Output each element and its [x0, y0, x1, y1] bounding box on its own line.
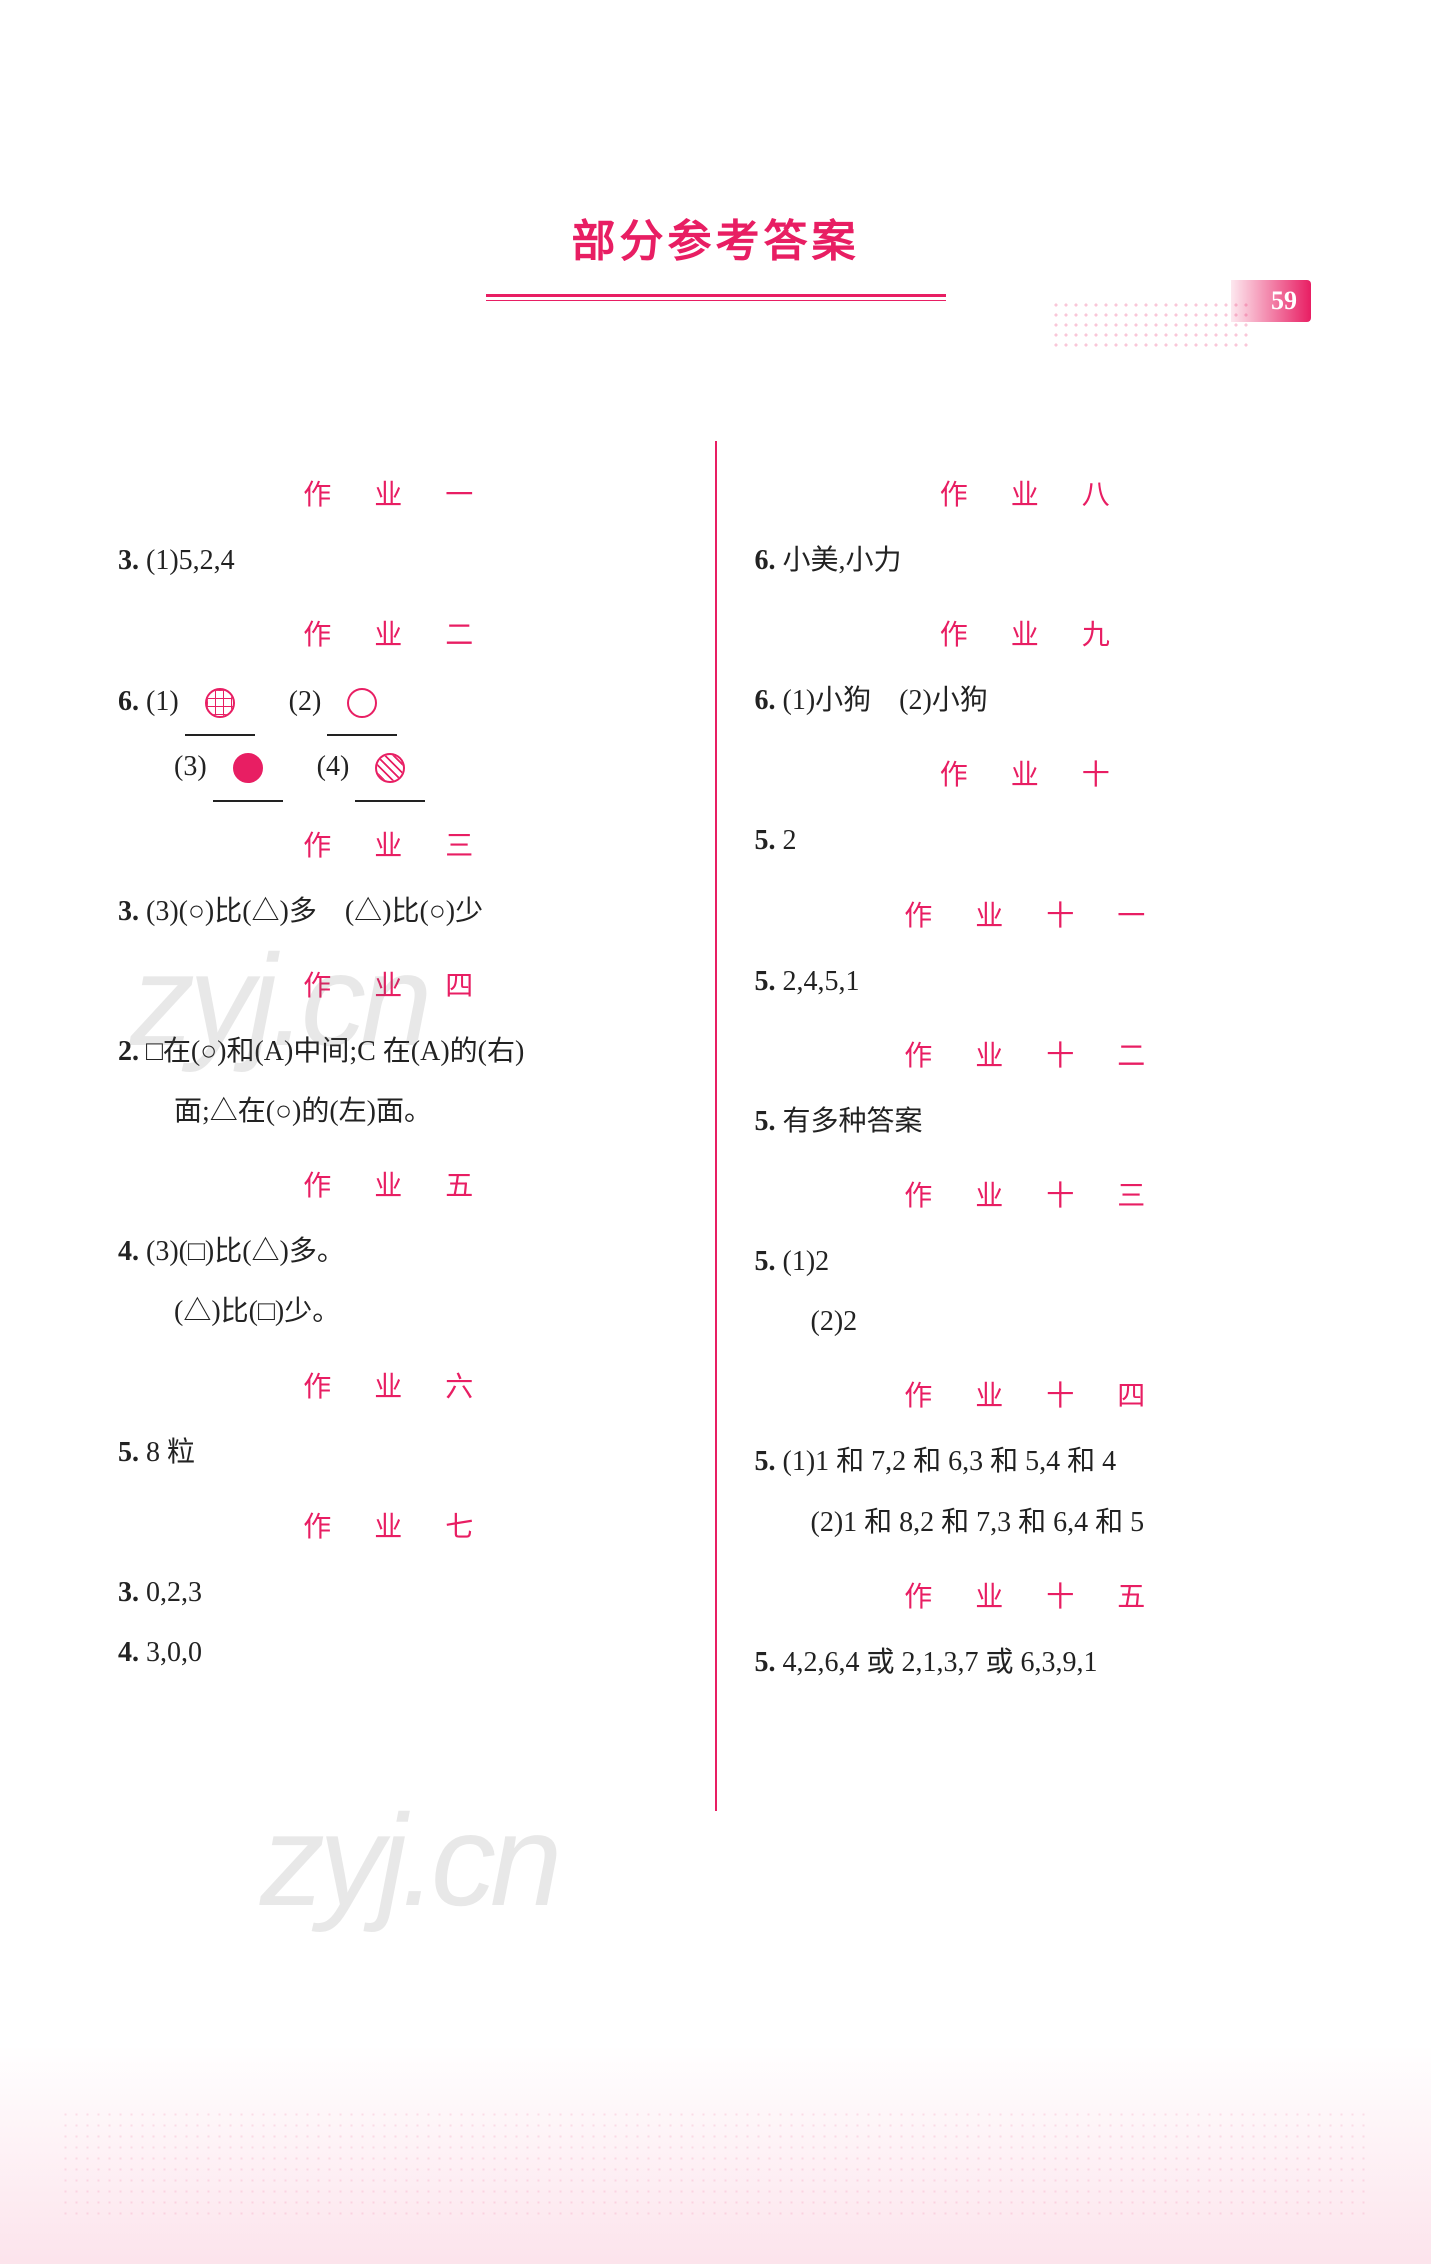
answer-line: (2)1 和 8,2 和 7,3 和 6,4 和 5	[811, 1493, 1322, 1553]
section-heading: 作 业 五	[110, 1164, 685, 1204]
answer-number: 5.	[118, 1437, 146, 1468]
answer-blank	[213, 736, 283, 801]
page-number: 59	[1231, 280, 1311, 322]
header-dot-pattern	[1051, 300, 1251, 350]
right-column: 作 业 八 6. 小美,小力作 业 九 6. (1)小狗 (2)小狗作 业 十 5. …	[717, 451, 1352, 1811]
answer-line: (△)比(□)少。	[174, 1282, 685, 1342]
answer-line: 5. 8 粒	[118, 1423, 685, 1483]
answer-number: 6.	[118, 686, 146, 717]
answer-line: 6. (1) (2)	[118, 671, 685, 736]
empty-circle-icon	[347, 688, 377, 718]
answer-number: 5.	[755, 825, 783, 856]
answer-number: 3.	[118, 545, 146, 576]
answer-number: 5.	[755, 1246, 783, 1277]
answer-line: (2)2	[811, 1292, 1322, 1352]
answer-number: 5.	[755, 1446, 783, 1477]
section-heading: 作 业 四	[110, 964, 685, 1004]
answer-line: 6. (1)小狗 (2)小狗	[755, 671, 1322, 731]
answer-line: 面;△在(○)的(左)面。	[174, 1082, 685, 1142]
title-underline	[486, 294, 946, 301]
answer-line: 5. 2,4,5,1	[755, 952, 1322, 1012]
answer-number: 3.	[118, 1577, 146, 1608]
left-column: 作 业 一 3. (1)5,2,4 作 业 二 6. (1) (2)(3) (4) 作 …	[80, 451, 715, 1811]
answer-blank	[185, 671, 255, 736]
answer-blank	[327, 671, 397, 736]
answer-number: 5.	[755, 1106, 783, 1137]
section-heading: 作 业 三	[110, 824, 685, 864]
answer-number: 5.	[755, 966, 783, 997]
answer-number: 5.	[755, 1647, 783, 1678]
solid-circle-icon	[233, 753, 263, 783]
section-heading: 作 业 十 四	[747, 1374, 1322, 1414]
section-heading: 作 业 十	[747, 753, 1322, 793]
section-heading: 作 业 九	[747, 613, 1322, 653]
answer-number: 3.	[118, 896, 146, 927]
content-columns: 作 业 一 3. (1)5,2,4 作 业 二 6. (1) (2)(3) (4) 作 …	[0, 451, 1431, 1811]
answer-line: 6. 小美,小力	[755, 531, 1322, 591]
answer-line: 4. 3,0,0	[118, 1623, 685, 1683]
answer-blank	[355, 736, 425, 801]
footer-dot-pattern	[60, 2109, 1371, 2219]
answer-line: 5. 2	[755, 811, 1322, 871]
page-title: 部分参考答案	[0, 205, 1431, 269]
answer-number: 6.	[755, 545, 783, 576]
section-heading: 作 业 十 五	[747, 1575, 1322, 1615]
answer-line: (3) (4)	[174, 736, 685, 801]
answer-line: 5. (1)2	[755, 1232, 1322, 1292]
answer-number: 4.	[118, 1637, 146, 1668]
answer-line: 3. 0,2,3	[118, 1563, 685, 1623]
section-heading: 作 业 十 三	[747, 1174, 1322, 1214]
grid-circle-icon	[205, 688, 235, 718]
section-heading: 作 业 七	[110, 1505, 685, 1545]
section-heading: 作 业 十 一	[747, 894, 1322, 934]
answer-line: 5. 有多种答案	[755, 1092, 1322, 1152]
answer-line: 3. (1)5,2,4	[118, 531, 685, 591]
answer-line: 5. (1)1 和 7,2 和 6,3 和 5,4 和 4	[755, 1432, 1322, 1492]
answer-line: 5. 4,2,6,4 或 2,1,3,7 或 6,3,9,1	[755, 1633, 1322, 1693]
answer-line: 4. (3)(□)比(△)多。	[118, 1222, 685, 1282]
section-heading: 作 业 一	[110, 473, 685, 513]
section-heading: 作 业 十 二	[747, 1034, 1322, 1074]
section-heading: 作 业 六	[110, 1365, 685, 1405]
answer-line: 2. □在(○)和(A)中间;C 在(A)的(右)	[118, 1022, 685, 1082]
section-heading: 作 业 二	[110, 613, 685, 653]
hatch-circle-icon	[375, 753, 405, 783]
answer-number: 2.	[118, 1036, 146, 1067]
section-heading: 作 业 八	[747, 473, 1322, 513]
answer-line: 3. (3)(○)比(△)多 (△)比(○)少	[118, 882, 685, 942]
answer-number: 6.	[755, 685, 783, 716]
answer-number: 4.	[118, 1236, 146, 1267]
